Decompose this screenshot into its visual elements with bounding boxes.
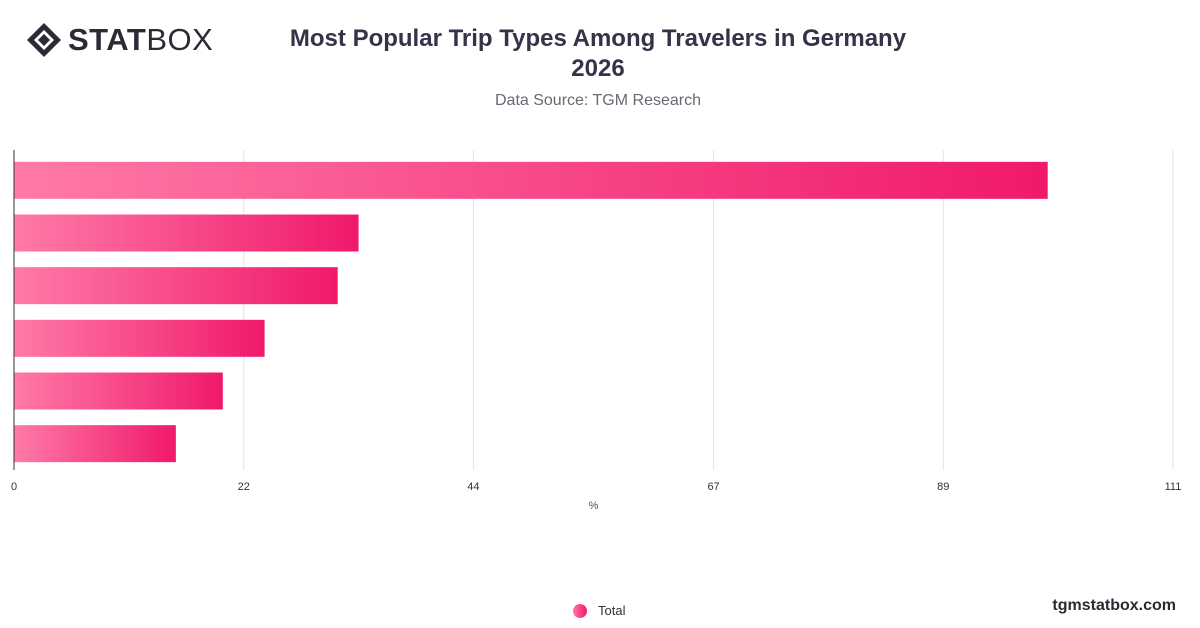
chart-title-line2: 2026 (571, 55, 625, 82)
legend-label: Total (598, 603, 626, 618)
legend-marker (573, 603, 587, 618)
grid-lines (243, 150, 1174, 470)
bar[interactable] (14, 319, 265, 357)
bar[interactable] (14, 425, 176, 463)
statbox-logo-text: STATBOX (68, 22, 214, 57)
bar[interactable] (14, 161, 1048, 199)
statbox-logo: STATBOX (26, 22, 213, 58)
statbox-logo-icon (27, 23, 61, 57)
legend[interactable]: Total (573, 603, 625, 618)
tick-labels: 0 22 44 67 89 111% (11, 481, 1181, 512)
x-tick-label: 0 (11, 481, 17, 493)
chart-title-line1: Most Popular Trip Types Among Travelers … (289, 25, 907, 52)
x-tick-label: 67 (707, 481, 719, 493)
bar[interactable] (14, 267, 338, 305)
x-axis-label: % (589, 500, 599, 512)
bar[interactable] (14, 372, 223, 410)
chart-subtitle: Data Source: TGM Research (494, 92, 701, 109)
x-tick-label: 44 (467, 481, 479, 493)
x-tick-label: 22 (238, 481, 250, 493)
website-label: tgmstatbox.com (1052, 597, 1176, 614)
bars (14, 161, 1048, 463)
chart-title: Most Popular Trip Types Among Travelers … (200, 24, 996, 84)
bar[interactable] (14, 214, 359, 252)
x-tick-label: 89 (937, 481, 949, 493)
x-tick-label: 111 (1165, 481, 1182, 493)
